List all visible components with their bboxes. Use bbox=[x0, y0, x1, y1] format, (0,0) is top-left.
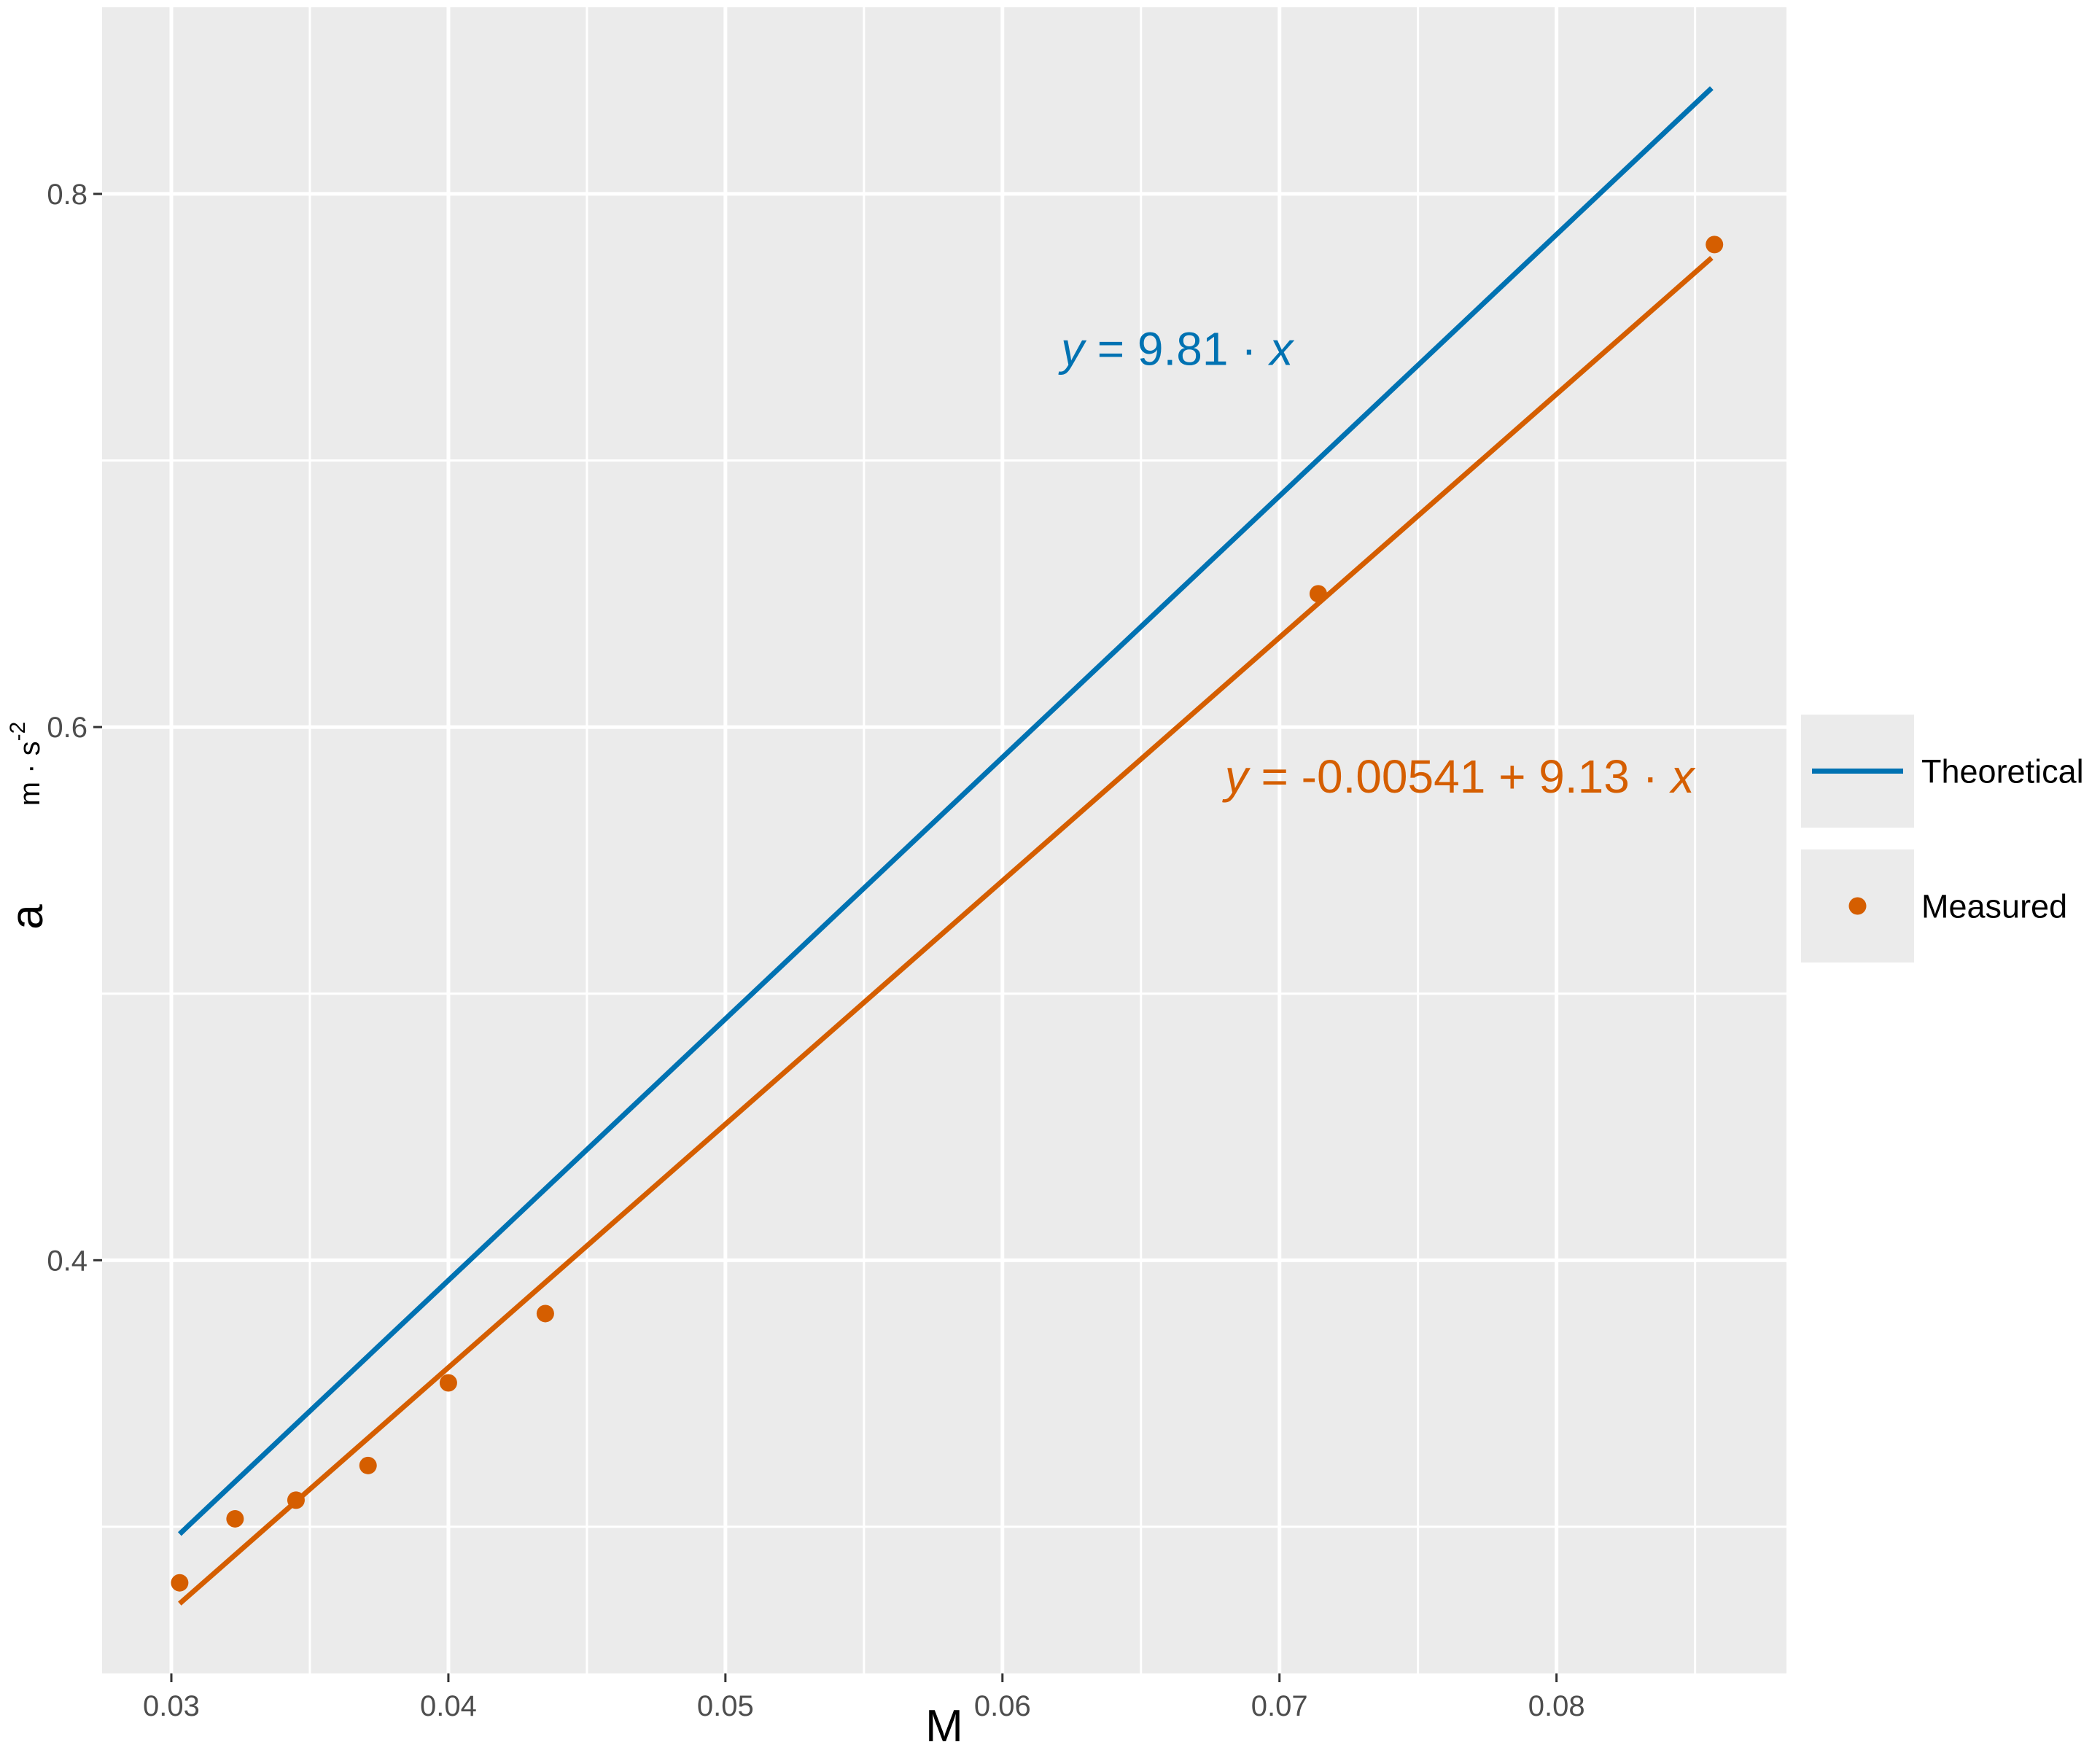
data-point bbox=[439, 1374, 457, 1392]
x-axis-title: M bbox=[925, 1701, 963, 1750]
equation-annotations: y = 9.81 · xy = -0.00541 + 9.13 · x bbox=[1058, 322, 1696, 803]
x-tick-label: 0.07 bbox=[1251, 1690, 1308, 1722]
x-tick-label: 0.04 bbox=[420, 1690, 477, 1722]
equation-y-var: y bbox=[1222, 750, 1251, 803]
x-tick-label: 0.08 bbox=[1528, 1690, 1585, 1722]
major-gridlines bbox=[102, 7, 1786, 1673]
fit-line-measured bbox=[178, 256, 1714, 1606]
data-point bbox=[1309, 585, 1327, 603]
equation-y-var: y bbox=[1058, 322, 1087, 375]
minor-gridlines bbox=[102, 7, 1786, 1673]
equation-label: y = -0.00541 + 9.13 · x bbox=[1222, 750, 1696, 803]
data-point bbox=[226, 1509, 244, 1528]
x-tick-label: 0.03 bbox=[143, 1690, 200, 1722]
y-axis-unit-base: m · s bbox=[14, 741, 46, 806]
y-tick-label: 0.8 bbox=[47, 179, 88, 211]
tick-labels: 0.03 0.04 0.05 0.06 0.07 0.08 0.4 0.6 0.8 bbox=[47, 179, 1584, 1722]
equation-formula: = -0.00541 + 9.13 · bbox=[1248, 750, 1671, 803]
y-axis-title-group: a m · s-2 bbox=[2, 722, 52, 930]
y-tick-label: 0.6 bbox=[47, 712, 88, 744]
legend-label: Theoretical bbox=[1921, 753, 2084, 790]
legend: Theoretical Measured bbox=[1801, 715, 2084, 962]
equation-x-var: x bbox=[1267, 322, 1294, 375]
y-axis-unit: m · s-2 bbox=[6, 722, 46, 806]
data-point bbox=[359, 1456, 377, 1474]
y-axis-unit-exponent: -2 bbox=[6, 722, 30, 742]
series-line-theoretical bbox=[177, 86, 1714, 1536]
equation-formula: = 9.81 · bbox=[1084, 322, 1269, 375]
y-axis-title: a bbox=[2, 904, 52, 930]
y-tick-label: 0.4 bbox=[47, 1245, 88, 1277]
legend-point-key bbox=[1848, 897, 1867, 915]
equation-x-var: x bbox=[1669, 750, 1696, 803]
data-point bbox=[171, 1574, 189, 1592]
data-point bbox=[1706, 236, 1724, 254]
series-layer bbox=[171, 86, 1724, 1606]
axis-ticks bbox=[93, 192, 1558, 1682]
data-point bbox=[287, 1491, 305, 1509]
legend-label: Measured bbox=[1921, 888, 2067, 925]
x-tick-label: 0.06 bbox=[974, 1690, 1031, 1722]
x-tick-label: 0.05 bbox=[697, 1690, 754, 1722]
data-point bbox=[536, 1304, 554, 1323]
equation-label: y = 9.81 · x bbox=[1058, 322, 1294, 375]
